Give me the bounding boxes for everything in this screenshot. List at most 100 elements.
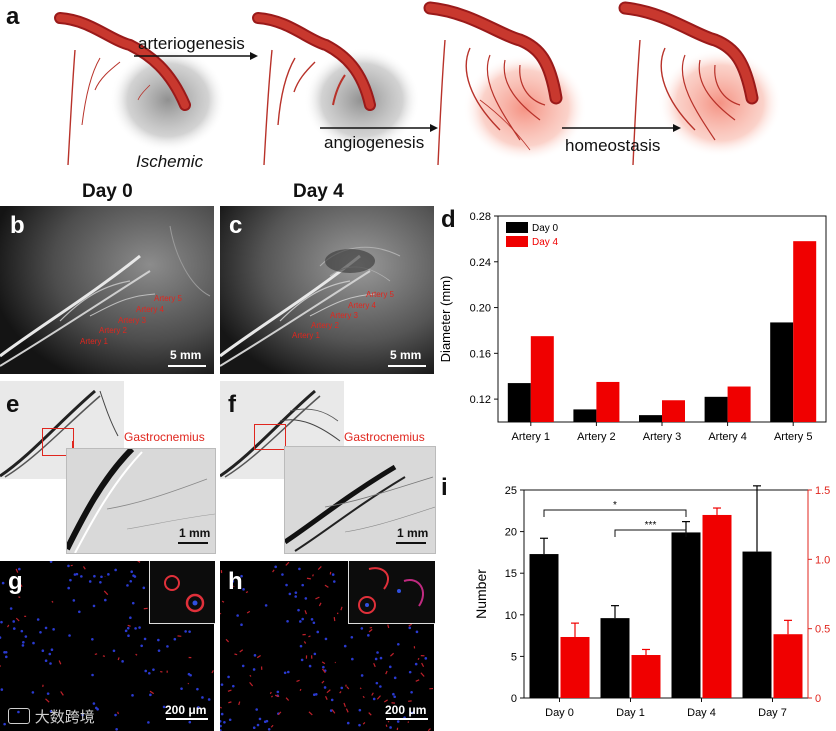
legend-swatch-d-1 (506, 236, 528, 247)
fluor-mark (415, 630, 419, 634)
scale-bar-f (396, 542, 426, 544)
legend-swatch-d-0 (506, 222, 528, 233)
ischemic-zone-2 (304, 48, 420, 152)
fluor-mark (21, 644, 25, 647)
fluor-mark (252, 726, 256, 730)
fluor-mark (48, 652, 52, 656)
fluor-mark (137, 561, 141, 563)
fluor-mark (323, 686, 327, 689)
fluor-mark (408, 626, 412, 630)
fluor-mark (385, 724, 388, 728)
fluor-mark (321, 680, 325, 684)
fluor-mark (117, 657, 120, 661)
fluor-mark (228, 718, 232, 722)
xtick-label-i-0: Day 0 (545, 707, 574, 719)
artery-label-c-2: Artery 2 (311, 321, 340, 330)
panel-label-a: a (6, 3, 20, 30)
gastrocnemius-label-f: Gastrocnemius (344, 430, 425, 444)
xtick-label-i-3: Day 7 (758, 707, 787, 719)
fluor-mark (298, 567, 301, 571)
label-homeostasis: homeostasis (565, 136, 661, 155)
label-angiogenesis: angiogenesis (324, 133, 425, 152)
fluor-mark (372, 697, 376, 701)
fluor-mark (339, 691, 342, 694)
fluor-mark (245, 591, 249, 594)
fluor-mark (9, 607, 13, 610)
ytick-label-d-2: 0.20 (470, 303, 491, 315)
xtick-label-i-1: Day 1 (616, 707, 645, 719)
fluor-mark (149, 690, 155, 695)
fluor-mark (258, 717, 262, 721)
artery-label-b-1: Artery 1 (80, 337, 109, 346)
fluor-mark (410, 711, 414, 715)
fluor-mark (148, 671, 151, 675)
fluor-mark (32, 641, 35, 645)
fluor-mark (114, 568, 117, 572)
fluor-mark (346, 721, 350, 725)
fluor-mark (408, 623, 413, 627)
fluor-mark (221, 600, 225, 603)
fluor-mark (152, 668, 155, 671)
fluor-mark (17, 710, 20, 714)
fluor-mark (312, 574, 314, 577)
fluor-mark (276, 690, 280, 694)
fluor-mark (107, 573, 110, 576)
fluor-mark (220, 683, 224, 686)
fluor-mark (94, 706, 98, 710)
fluor-mark (67, 564, 70, 568)
fluor-mark (138, 626, 141, 629)
fluor-mark (100, 575, 103, 579)
fluor-mark (379, 685, 382, 688)
fluor-mark (124, 629, 128, 633)
fluor-mark (374, 657, 378, 661)
artery-label-b-5: Artery 5 (154, 294, 183, 303)
bar-d-day4-1 (596, 381, 620, 422)
fluor-mark (140, 644, 143, 648)
fluor-mark (296, 679, 300, 682)
fluor-mark (358, 708, 362, 712)
fluor-mark (241, 664, 245, 668)
fluor-mark (22, 640, 25, 644)
fluor-mark (80, 575, 83, 578)
fluor-mark (187, 672, 191, 676)
bar-i-number-3 (742, 551, 772, 698)
fluor-mark (420, 672, 425, 677)
sig-bracket-i-1 (614, 529, 687, 537)
fluor-mark (231, 580, 235, 583)
fluor-mark (103, 590, 109, 596)
bar-i-density-2 (702, 514, 732, 698)
bar-d-day0-2 (639, 415, 662, 422)
fluor-mark (299, 688, 302, 692)
fluor-mark (67, 586, 70, 590)
fluor-mark (333, 580, 336, 583)
fluor-mark (18, 596, 21, 599)
fluor-mark (131, 601, 135, 605)
fluor-mark (304, 597, 308, 600)
fluor-mark (147, 721, 150, 724)
fluor-mark (321, 668, 326, 674)
panel-label-h: h (228, 568, 243, 595)
watermark: 大数跨境 (8, 706, 95, 727)
fluor-mark (0, 620, 3, 624)
fluor-mark (58, 660, 62, 665)
fluor-mark (417, 657, 420, 660)
fluor-mark (294, 591, 298, 594)
bar-i-density-0 (560, 636, 590, 698)
fluor-mark (15, 617, 20, 622)
fluor-mark (324, 584, 329, 588)
bar-i-number-0 (529, 554, 559, 698)
fluor-mark (351, 657, 354, 661)
fluor-mark (314, 693, 318, 696)
label-ischemic: Ischemic (136, 152, 204, 171)
fluor-mark (12, 620, 16, 623)
fluor-mark (368, 628, 373, 633)
fluor-mark (133, 575, 137, 578)
panel-label-b: b (10, 212, 25, 239)
fluor-mark (211, 670, 214, 674)
sig-bracket-i-0 (543, 509, 687, 517)
fluor-mark (318, 602, 322, 607)
fluor-mark (383, 699, 388, 703)
fluor-mark (49, 561, 53, 563)
bar-d-day0-3 (704, 396, 728, 422)
ytick-label-d-0: 0.12 (470, 394, 491, 406)
